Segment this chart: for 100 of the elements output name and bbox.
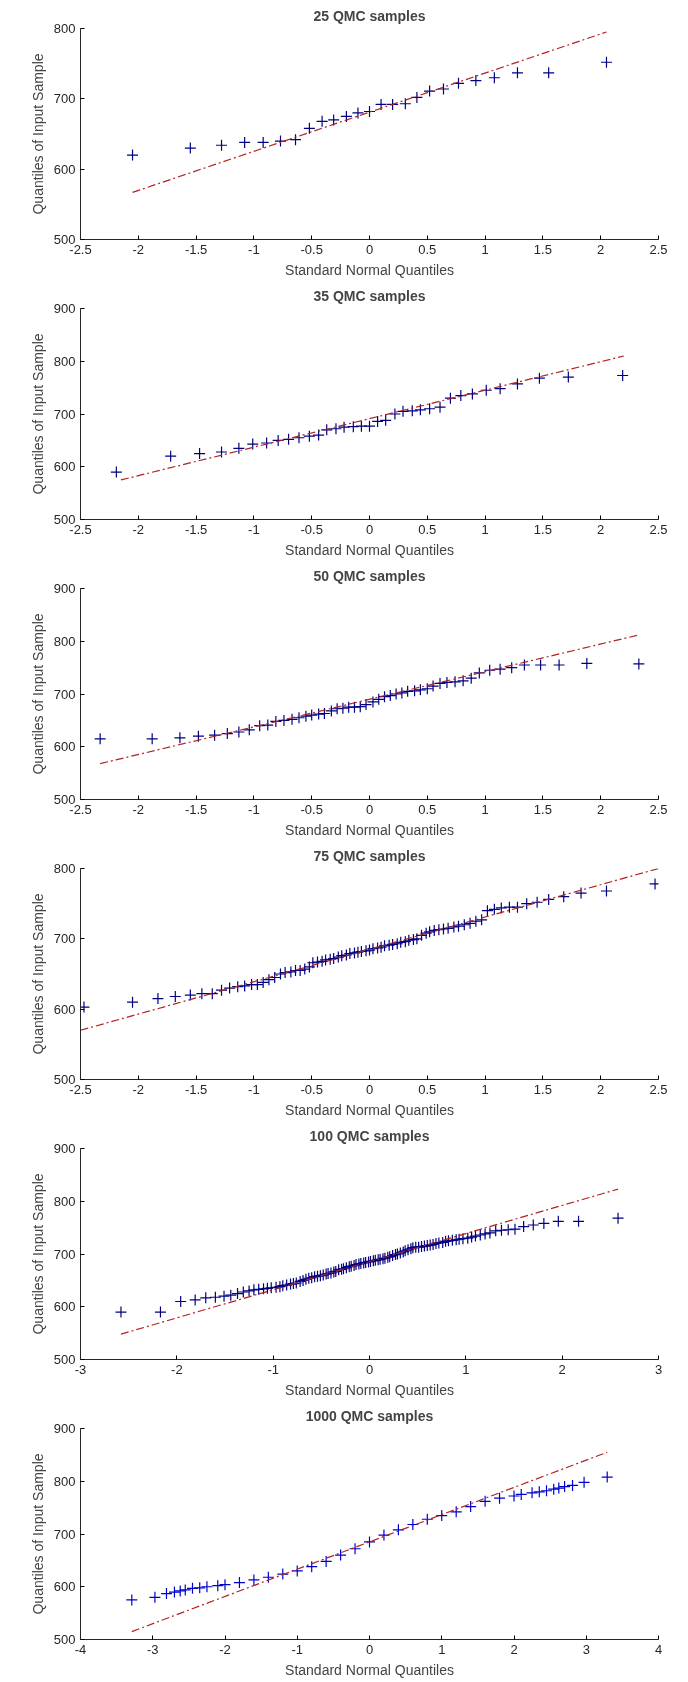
point [464, 1500, 477, 1513]
point [414, 683, 427, 696]
y-axis-title: Quantiles of Input Sample [29, 613, 46, 775]
x-tick-label: 0.5 [418, 241, 437, 257]
y-tick-label: 900 [53, 1421, 76, 1436]
x-tick-label: 2.5 [649, 801, 668, 817]
x-tick-label: 2 [558, 1361, 566, 1377]
x-tick-label: 1 [481, 521, 489, 537]
point [277, 714, 291, 727]
x-tick-label: -1 [248, 241, 260, 257]
point [421, 1513, 434, 1526]
x-tick-label: 1.5 [533, 241, 552, 257]
point [232, 725, 245, 739]
x-tick-label: 1.5 [533, 1081, 552, 1097]
point [493, 1492, 506, 1505]
y-tick-label: 700 [53, 931, 76, 947]
x-axis-title: Standard Normal Quantiles [285, 541, 454, 558]
point [354, 700, 367, 713]
x-tick-label: -1.5 [184, 801, 208, 817]
point [238, 136, 251, 149]
point [125, 1593, 138, 1607]
point [292, 711, 306, 724]
point [534, 658, 547, 672]
x-axis-title: Standard Normal Quantiles [285, 1381, 454, 1398]
point [518, 658, 531, 672]
x-tick-label: -2 [171, 1361, 183, 1377]
point [146, 732, 159, 745]
point [408, 684, 421, 697]
x-tick-label: 2 [597, 521, 605, 537]
point [423, 85, 436, 98]
point [444, 392, 457, 405]
point [399, 97, 412, 110]
y-tick-label: 600 [53, 1001, 76, 1017]
x-tick-label: 2 [510, 1641, 518, 1657]
point [437, 82, 450, 96]
point [334, 1549, 347, 1562]
point [257, 136, 270, 149]
point [160, 1587, 173, 1600]
point [388, 407, 402, 421]
point [148, 1591, 162, 1604]
point [507, 1489, 521, 1503]
point [274, 134, 287, 148]
y-tick-label: 600 [53, 1299, 76, 1315]
point [174, 1584, 187, 1598]
point [525, 1486, 539, 1499]
point [632, 657, 645, 671]
y-tick-label: 900 [53, 581, 76, 596]
point [168, 1585, 181, 1599]
point [200, 1580, 214, 1593]
point [193, 447, 206, 460]
point [423, 402, 436, 415]
point [363, 105, 376, 118]
point [193, 1581, 206, 1594]
x-tick-label: 2.5 [649, 1081, 668, 1097]
chart-title: 35 QMC samples [313, 287, 426, 304]
x-tick-label: 2.5 [649, 521, 668, 537]
point [218, 1578, 232, 1591]
point [377, 1528, 391, 1542]
point [320, 1555, 333, 1568]
point [552, 658, 566, 672]
point [243, 723, 256, 736]
x-tick-label: 0.5 [418, 1081, 437, 1097]
point [340, 110, 353, 123]
x-tick-label: 1.5 [533, 521, 552, 537]
x-axis-title: Standard Normal Quantiles [285, 821, 454, 838]
point [600, 56, 613, 69]
point [433, 677, 447, 690]
x-tick-label: -4 [74, 1641, 87, 1657]
point [547, 1483, 560, 1496]
point [337, 421, 351, 434]
x-tick-label: 2 [597, 801, 605, 817]
x-tick-label: 1 [462, 1361, 470, 1377]
point [457, 674, 470, 687]
point [494, 663, 507, 676]
point [208, 729, 221, 742]
point [469, 74, 482, 87]
y-tick-label: 900 [53, 1141, 76, 1156]
y-tick-label: 700 [53, 91, 76, 107]
point [262, 1571, 275, 1584]
point [303, 430, 316, 443]
x-tick-label: -3 [74, 1361, 87, 1377]
x-tick-label: 0 [365, 801, 374, 817]
y-tick-label: 500 [53, 1632, 76, 1647]
point [247, 1573, 260, 1586]
x-axis-title: Standard Normal Quantiles [285, 1661, 454, 1678]
point [601, 1470, 614, 1484]
x-tick-label: -1 [291, 1641, 304, 1657]
y-tick-label: 800 [53, 353, 76, 369]
point [291, 1564, 304, 1578]
x-tick-label: -1 [248, 1081, 260, 1097]
point [542, 66, 555, 79]
point [305, 1560, 318, 1573]
point [260, 436, 273, 450]
point [351, 106, 365, 119]
x-tick-label: 1 [481, 241, 489, 257]
x-tick-label: 3 [582, 1641, 590, 1657]
point [577, 1476, 591, 1489]
point [186, 1582, 199, 1595]
point [192, 730, 205, 743]
x-tick-label: -2 [132, 241, 145, 257]
